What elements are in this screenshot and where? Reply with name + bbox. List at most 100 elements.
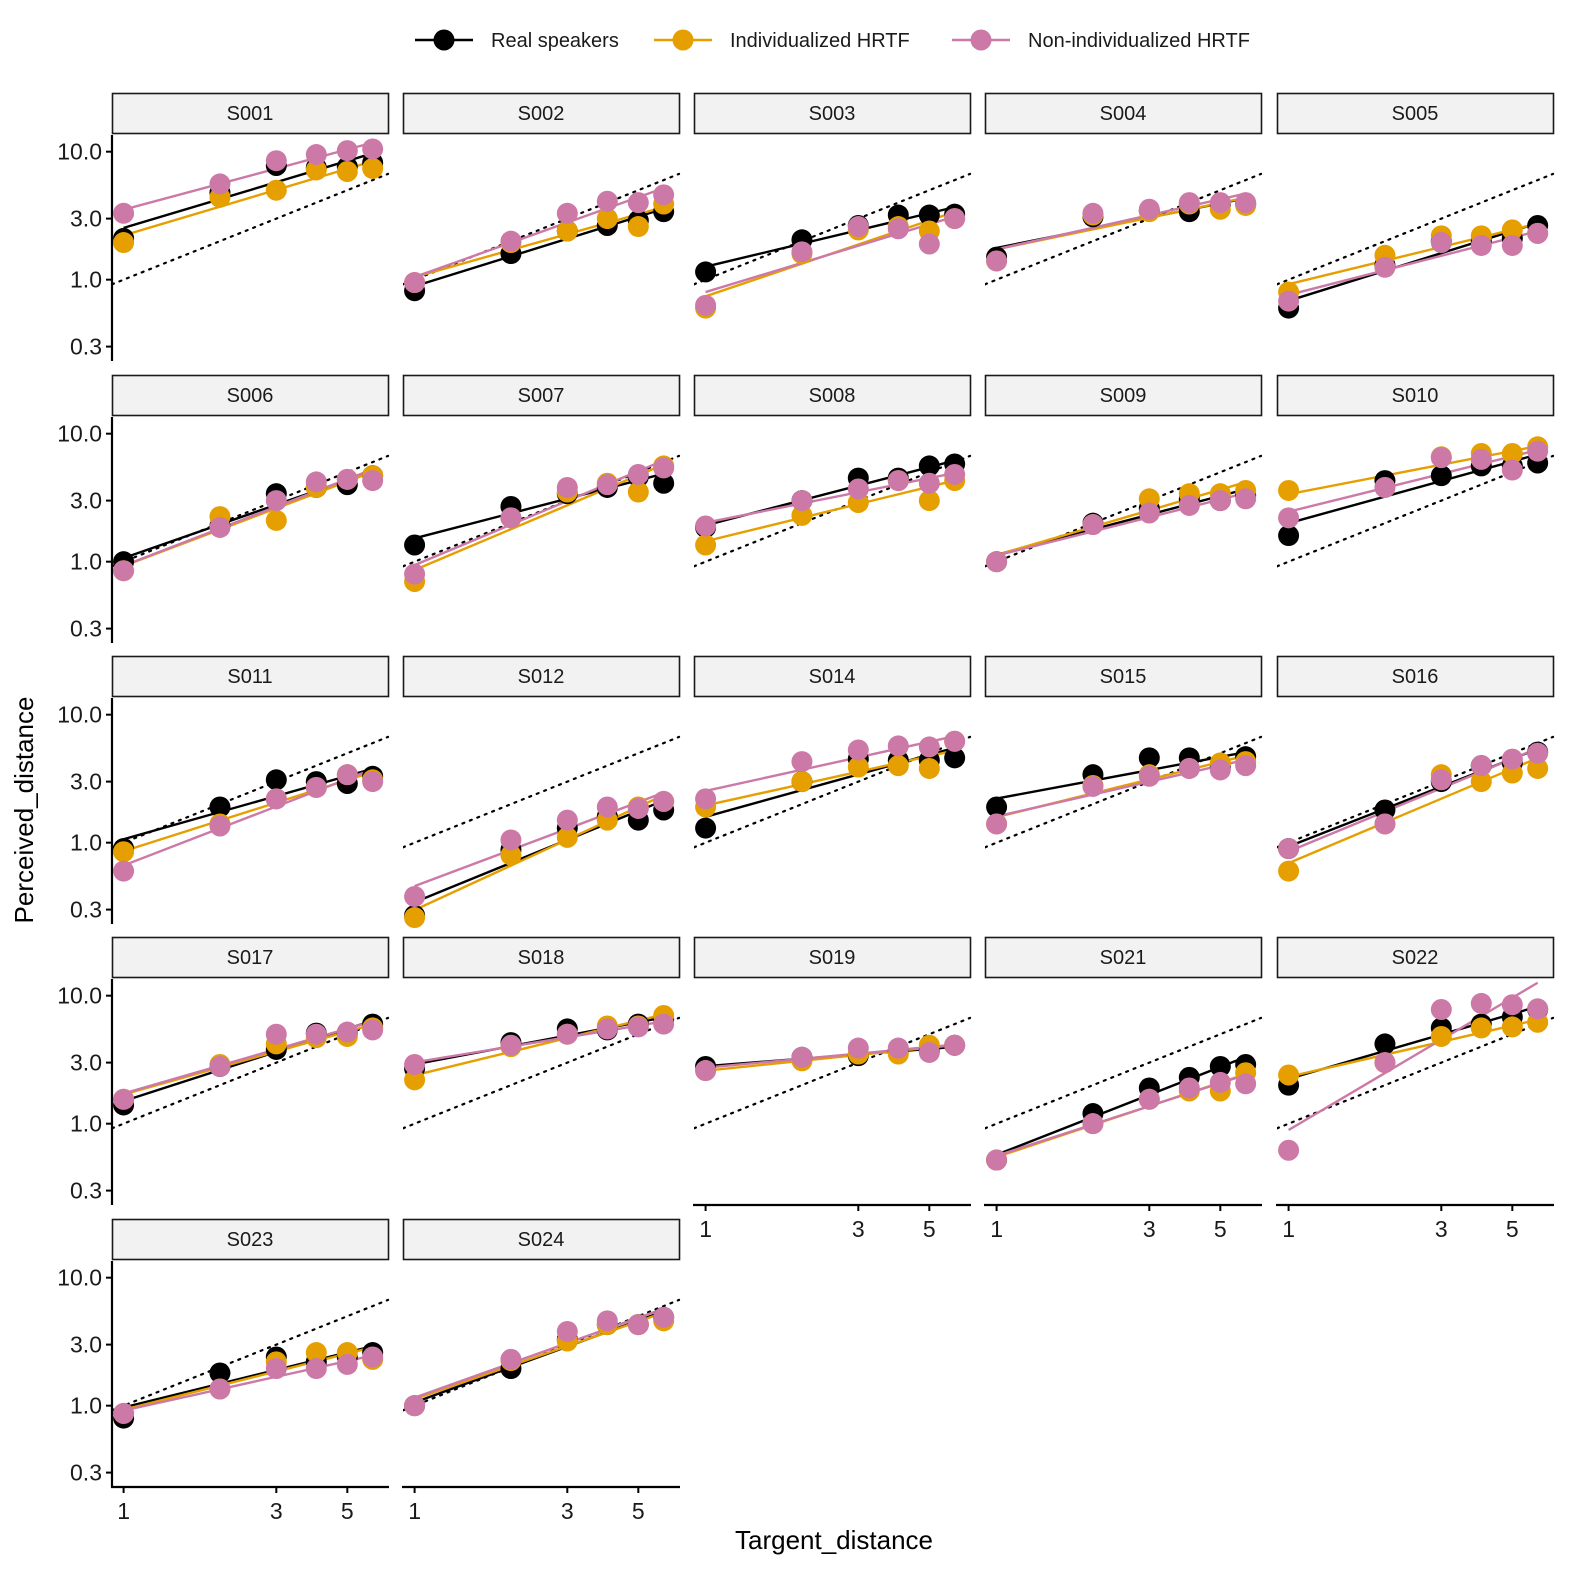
non-point (695, 1060, 717, 1082)
non-fit-line (996, 758, 1246, 818)
non-point (627, 797, 649, 819)
non-point (265, 1023, 287, 1045)
non-point (209, 173, 231, 195)
non-point (500, 230, 522, 252)
non-point (918, 1041, 940, 1063)
ind-fit-line (414, 463, 665, 572)
non-point (944, 730, 966, 752)
facet-strip (984, 374, 1263, 417)
facet-strip-label: S003 (809, 103, 856, 125)
facet-strip (111, 655, 390, 698)
y-tick-label: 1.0 (70, 830, 102, 856)
non-point (1430, 998, 1452, 1020)
real-point (918, 455, 940, 477)
ind-point (1430, 1025, 1452, 1047)
facet-panels: S001 0.3 1.0 3.0 10.0 S002 S003 S004 S005 S006 0.3… (57, 92, 1555, 1524)
non-point (596, 474, 618, 496)
facet-strip-label: S011 (227, 666, 272, 688)
legend-key-point (672, 29, 694, 51)
non-point (791, 241, 813, 263)
x-tick-label: 3 (852, 1216, 865, 1242)
non-point (404, 1395, 426, 1417)
y-tick-label: 10.0 (57, 421, 102, 447)
non-point (1209, 192, 1231, 214)
ind-point (113, 232, 135, 254)
legend-key-point (970, 29, 992, 51)
facet-panel-s015: S015 (984, 655, 1263, 849)
facet-strip (984, 936, 1263, 979)
y-tick-label: 0.3 (70, 1178, 102, 1204)
facet-strip-label: S019 (809, 947, 856, 969)
non-point (556, 476, 578, 498)
non-point (627, 192, 649, 214)
non-point (596, 1018, 618, 1040)
non-point (1082, 1113, 1104, 1135)
non-point (1138, 1088, 1160, 1110)
non-point (1235, 1073, 1257, 1095)
non-point (791, 751, 813, 773)
legend: Real speakers Individualized HRTF Non-indi… (415, 29, 1250, 52)
real-point (1430, 465, 1452, 487)
non-fit-line (996, 1073, 1247, 1157)
non-point (1374, 256, 1396, 278)
non-point (1209, 1071, 1231, 1093)
non-point (596, 796, 618, 818)
facet-strip-label: S005 (1392, 103, 1439, 125)
ind-point (596, 208, 618, 230)
non-point (596, 1310, 618, 1332)
ind-point (1278, 860, 1300, 882)
real-fit-line (414, 207, 665, 288)
non-point (986, 250, 1008, 272)
ind-point (362, 157, 384, 179)
non-point (918, 472, 940, 494)
ind-fit-line (1288, 1018, 1538, 1079)
real-point (653, 472, 675, 494)
legend-item-non: Non-individualized HRTF (952, 29, 1250, 52)
y-tick-label: 1.0 (70, 1393, 102, 1419)
non-point (1178, 1077, 1200, 1099)
y-tick-label: 3.0 (70, 1332, 102, 1358)
non-point (362, 1019, 384, 1041)
non-point (986, 813, 1008, 835)
facet-strip-label: S017 (227, 947, 274, 969)
legend-key-point (433, 29, 455, 51)
non-point (1138, 198, 1160, 220)
facet-panel-s016: S016 (1276, 655, 1555, 882)
non-point (653, 184, 675, 206)
y-tick-label: 10.0 (57, 139, 102, 165)
non-point (362, 771, 384, 793)
facet-panel-s022: S022 1 3 5 (1276, 936, 1555, 1242)
non-point (1374, 1052, 1396, 1074)
non-point (1501, 994, 1523, 1016)
real-point (209, 1362, 231, 1384)
non-point (695, 515, 717, 537)
facet-strip-label: S010 (1392, 385, 1439, 407)
ind-point (305, 159, 327, 181)
ind-point (627, 481, 649, 503)
non-point (1209, 759, 1231, 781)
facet-panel-s018: S018 (402, 936, 681, 1130)
facet-panel-s007: S007 (402, 374, 681, 592)
non-point (887, 735, 909, 757)
ind-point (887, 755, 909, 777)
non-fit-line (1287, 981, 1539, 1132)
facet-panel-s005: S005 (1276, 92, 1555, 319)
ind-point (500, 844, 522, 866)
non-point (113, 202, 135, 224)
non-point (1430, 232, 1452, 254)
real-fit-line (705, 205, 955, 268)
non-point (362, 470, 384, 492)
non-fit-line (705, 471, 955, 524)
non-point (556, 1320, 578, 1342)
x-tick-label: 1 (408, 1498, 421, 1524)
facet-strip-label: S021 (1100, 947, 1147, 969)
y-tick-label: 3.0 (70, 1050, 102, 1076)
non-point (1374, 476, 1396, 498)
x-tick-label: 1 (699, 1216, 712, 1242)
y-tick-label: 0.3 (70, 1460, 102, 1486)
facet-strip (111, 92, 390, 135)
y-tick-label: 3.0 (70, 488, 102, 514)
facet-panel-s008: S008 (693, 374, 972, 568)
ind-point (336, 161, 358, 183)
non-point (1278, 838, 1300, 860)
